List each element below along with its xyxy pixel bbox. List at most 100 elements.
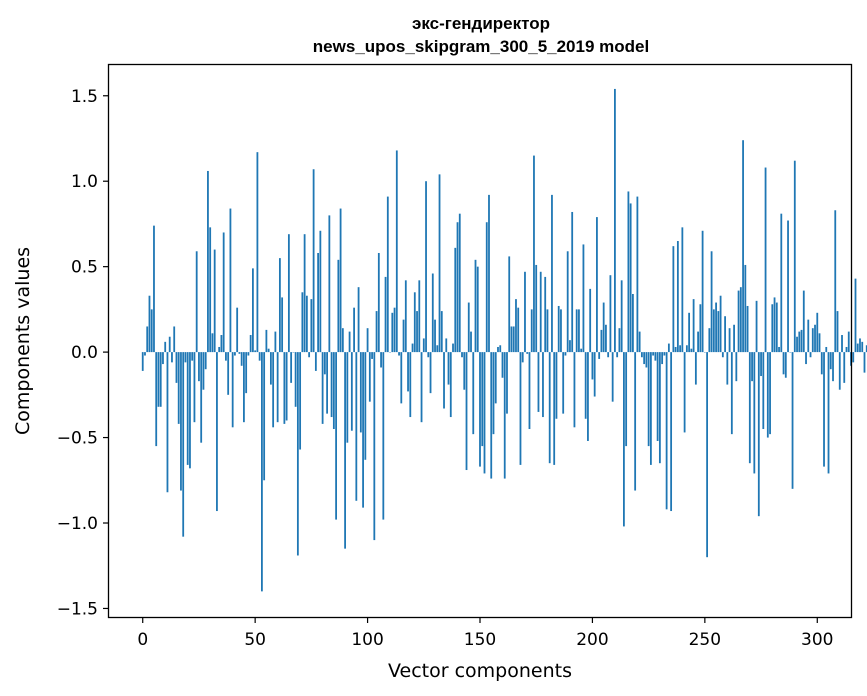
- bar-97: [359, 352, 362, 433]
- bar-218: [632, 294, 634, 353]
- bar-113: [395, 150, 398, 353]
- bar-100: [366, 328, 369, 353]
- bar-75: [310, 299, 313, 353]
- bar-37: [225, 352, 227, 361]
- bar-27: [202, 352, 205, 390]
- x-tick-label: 50: [244, 630, 266, 650]
- bar-183: [553, 352, 556, 465]
- bar-45: [243, 352, 245, 423]
- bar-205: [602, 302, 605, 353]
- bar-128: [429, 352, 432, 394]
- bar-317: [854, 278, 857, 353]
- bar-220: [636, 196, 639, 353]
- bar-281: [773, 297, 776, 353]
- bar-20: [186, 352, 189, 465]
- bar-124: [420, 352, 423, 423]
- bar-210: [614, 88, 616, 353]
- x-axis-label: Vector components: [388, 660, 572, 682]
- bar-197: [584, 352, 587, 419]
- bar-98: [362, 352, 364, 508]
- bar-134: [443, 352, 445, 409]
- bar-285: [782, 352, 785, 375]
- bar-200: [591, 352, 594, 380]
- bar-42: [236, 307, 239, 353]
- bar-99: [364, 352, 367, 460]
- x-tick-label: 100: [351, 630, 383, 650]
- bar-286: [784, 352, 787, 378]
- bar-301: [818, 333, 821, 353]
- bar-310: [838, 352, 841, 390]
- bar-259: [724, 316, 726, 353]
- bar-21: [189, 352, 191, 469]
- bar-202: [596, 217, 598, 353]
- bar-74: [308, 352, 311, 358]
- bar-73: [305, 295, 308, 353]
- bar-2: [146, 326, 149, 353]
- bar-262: [730, 352, 733, 435]
- bar-48: [249, 335, 252, 353]
- bar-103: [373, 352, 376, 541]
- bar-300: [816, 312, 819, 353]
- bar-150: [479, 352, 481, 467]
- bar-84: [330, 352, 333, 418]
- bar-247: [697, 331, 699, 353]
- bar-23: [193, 352, 196, 423]
- bar-24: [195, 251, 198, 353]
- bar-211: [616, 352, 619, 358]
- bar-270: [748, 352, 751, 464]
- bar-83: [328, 215, 331, 353]
- bar-181: [548, 352, 551, 464]
- x-tick-label: 200: [576, 630, 608, 650]
- bar-287: [787, 220, 789, 353]
- bar-26: [200, 352, 203, 443]
- bar-51: [256, 152, 259, 353]
- bar-282: [775, 302, 778, 353]
- bar-80: [321, 352, 324, 424]
- bar-199: [589, 288, 592, 353]
- bar-29: [207, 170, 209, 353]
- y-tick-label: 1.0: [71, 172, 98, 192]
- bar-58: [272, 352, 275, 428]
- bar-138: [452, 343, 454, 353]
- bar-219: [634, 352, 637, 491]
- bar-163: [508, 256, 511, 353]
- bar-3: [148, 295, 151, 353]
- bar-123: [418, 280, 421, 353]
- bar-283: [778, 346, 780, 353]
- bar-131: [436, 345, 439, 353]
- bar-185: [557, 305, 560, 353]
- bar-207: [607, 352, 610, 358]
- bar-295: [805, 352, 807, 365]
- bar-164: [510, 326, 513, 353]
- bar-198: [587, 352, 589, 441]
- bar-266: [739, 287, 742, 353]
- bar-196: [582, 244, 585, 353]
- bar-132: [438, 174, 441, 353]
- bar-105: [377, 252, 380, 353]
- bar-61: [278, 258, 281, 353]
- bar-239: [679, 345, 682, 353]
- bar-76: [312, 169, 315, 353]
- bar-271: [751, 352, 753, 382]
- bar-5: [153, 225, 155, 353]
- bar-192: [573, 352, 576, 428]
- bar-125: [422, 338, 425, 353]
- bar-170: [524, 271, 526, 353]
- bar-85: [332, 352, 335, 430]
- bar-39: [229, 208, 232, 353]
- x-tick-label: 250: [689, 630, 721, 650]
- y-tick-label: −1.5: [57, 599, 98, 619]
- bar-291: [796, 336, 798, 353]
- bar-177: [539, 271, 542, 353]
- bar-280: [771, 304, 774, 353]
- bar-241: [683, 352, 686, 433]
- bar-204: [600, 329, 603, 353]
- bar-81: [323, 352, 326, 375]
- bar-44: [240, 352, 243, 366]
- bar-112: [393, 307, 396, 353]
- bar-108: [384, 276, 387, 353]
- bar-121: [413, 292, 416, 353]
- bar-224: [645, 352, 648, 368]
- y-tick-label: 0.5: [71, 258, 98, 278]
